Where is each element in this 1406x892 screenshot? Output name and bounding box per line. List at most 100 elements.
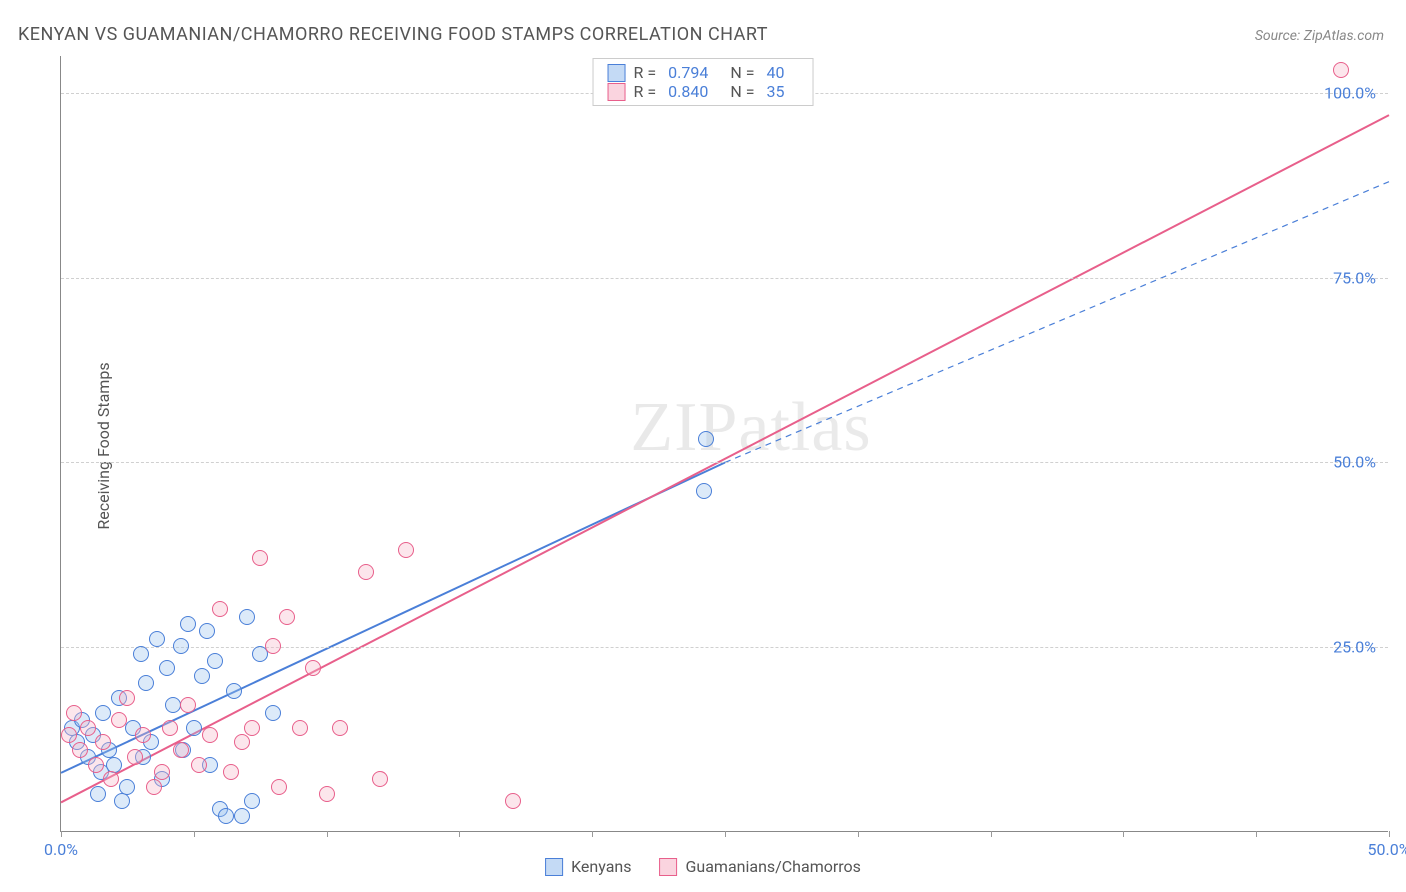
data-point bbox=[319, 786, 335, 802]
data-point bbox=[106, 757, 122, 773]
y-tick-label: 75.0% bbox=[1333, 268, 1376, 287]
data-point bbox=[180, 697, 196, 713]
data-point bbox=[146, 779, 162, 795]
x-tick-mark bbox=[459, 831, 460, 837]
data-point bbox=[194, 668, 210, 684]
data-point bbox=[223, 764, 239, 780]
legend-swatch-guamanians bbox=[608, 83, 626, 101]
legend-row-kenyans: R = 0.794 N = 40 bbox=[608, 63, 799, 82]
data-point bbox=[505, 793, 521, 809]
data-point bbox=[173, 638, 189, 654]
data-point bbox=[244, 720, 260, 736]
data-point bbox=[202, 727, 218, 743]
x-tick-mark bbox=[1123, 831, 1124, 837]
source-text: Source: ZipAtlas.com bbox=[1255, 28, 1384, 44]
legend-swatch-kenyans bbox=[608, 64, 626, 82]
chart-title: KENYAN VS GUAMANIAN/CHAMORRO RECEIVING F… bbox=[18, 24, 768, 45]
legend-item-guamanians: Guamanians/Chamorros bbox=[659, 857, 860, 876]
data-point bbox=[358, 564, 374, 580]
x-tick-mark bbox=[725, 831, 726, 837]
legend-swatch-guamanians-icon bbox=[659, 858, 677, 876]
stat-n-label: N = bbox=[730, 82, 754, 101]
data-point bbox=[292, 720, 308, 736]
x-tick-mark bbox=[1389, 831, 1390, 837]
y-tick-label: 100.0% bbox=[1324, 83, 1376, 102]
stat-n-label: N = bbox=[730, 63, 754, 82]
x-tick-label: 0.0% bbox=[44, 840, 78, 859]
data-point bbox=[88, 757, 104, 773]
chart-container: KENYAN VS GUAMANIAN/CHAMORRO RECEIVING F… bbox=[0, 0, 1406, 892]
data-point bbox=[1333, 62, 1349, 78]
data-point bbox=[244, 793, 260, 809]
legend-item-kenyans: Kenyans bbox=[545, 857, 631, 876]
data-point bbox=[398, 542, 414, 558]
x-tick-mark bbox=[858, 831, 859, 837]
data-point bbox=[234, 808, 250, 824]
stat-r-guamanians: 0.840 bbox=[668, 82, 708, 101]
stat-r-label: R = bbox=[634, 63, 657, 82]
legend-label-guamanians: Guamanians/Chamorros bbox=[685, 857, 860, 876]
y-tick-label: 50.0% bbox=[1333, 453, 1376, 472]
data-point bbox=[191, 757, 207, 773]
data-point bbox=[165, 697, 181, 713]
plot-area: ZIPatlas 25.0%50.0%75.0%100.0%0.0%50.0% bbox=[60, 56, 1388, 832]
data-point bbox=[114, 793, 130, 809]
data-point bbox=[180, 616, 196, 632]
legend-stats: R = 0.794 N = 40 R = 0.840 N = 35 bbox=[593, 58, 814, 106]
data-point bbox=[696, 483, 712, 499]
data-point bbox=[95, 705, 111, 721]
x-tick-mark bbox=[61, 831, 62, 837]
trend-line bbox=[61, 115, 1389, 802]
data-point bbox=[80, 720, 96, 736]
data-point bbox=[212, 601, 228, 617]
data-point bbox=[127, 749, 143, 765]
data-point bbox=[186, 720, 202, 736]
stat-n-kenyans: 40 bbox=[766, 63, 784, 82]
stat-n-guamanians: 35 bbox=[766, 82, 784, 101]
data-point bbox=[159, 660, 175, 676]
stat-r-kenyans: 0.794 bbox=[668, 63, 708, 82]
data-point bbox=[234, 734, 250, 750]
x-tick-mark bbox=[592, 831, 593, 837]
stat-r-label: R = bbox=[634, 82, 657, 101]
x-tick-mark bbox=[1256, 831, 1257, 837]
data-point bbox=[332, 720, 348, 736]
data-point bbox=[372, 771, 388, 787]
data-point bbox=[279, 609, 295, 625]
grid-line bbox=[61, 278, 1388, 279]
data-point bbox=[239, 609, 255, 625]
grid-line bbox=[61, 462, 1388, 463]
data-point bbox=[271, 779, 287, 795]
legend-row-guamanians: R = 0.840 N = 35 bbox=[608, 82, 799, 101]
data-point bbox=[265, 705, 281, 721]
trend-lines bbox=[61, 56, 1388, 831]
data-point bbox=[154, 764, 170, 780]
data-point bbox=[66, 705, 82, 721]
x-tick-mark bbox=[327, 831, 328, 837]
x-tick-label: 50.0% bbox=[1368, 840, 1406, 859]
data-point bbox=[103, 771, 119, 787]
data-point bbox=[207, 653, 223, 669]
data-point bbox=[218, 808, 234, 824]
data-point bbox=[149, 631, 165, 647]
data-point bbox=[138, 675, 154, 691]
data-point bbox=[252, 550, 268, 566]
trend-line bbox=[725, 182, 1389, 463]
data-point bbox=[61, 727, 77, 743]
data-point bbox=[119, 779, 135, 795]
data-point bbox=[162, 720, 178, 736]
legend-series: Kenyans Guamanians/Chamorros bbox=[545, 857, 861, 876]
legend-label-kenyans: Kenyans bbox=[571, 857, 631, 876]
data-point bbox=[135, 727, 151, 743]
legend-swatch-kenyans-icon bbox=[545, 858, 563, 876]
data-point bbox=[173, 742, 189, 758]
x-tick-mark bbox=[991, 831, 992, 837]
data-point bbox=[305, 660, 321, 676]
y-tick-label: 25.0% bbox=[1333, 638, 1376, 657]
data-point bbox=[119, 690, 135, 706]
data-point bbox=[72, 742, 88, 758]
data-point bbox=[90, 786, 106, 802]
data-point bbox=[226, 683, 242, 699]
data-point bbox=[133, 646, 149, 662]
data-point bbox=[111, 712, 127, 728]
